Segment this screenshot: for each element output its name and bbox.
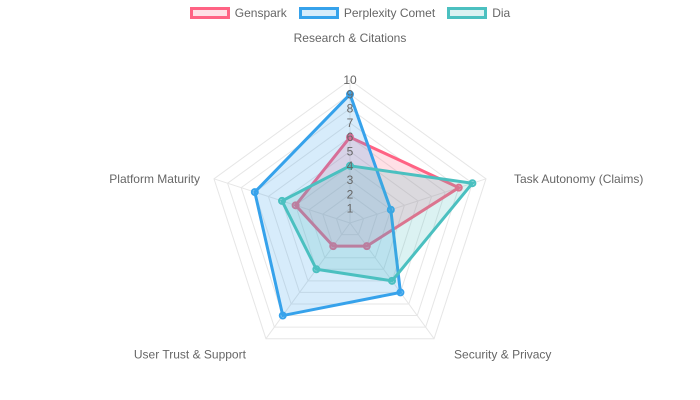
point-genspark-security-privacy[interactable] [362,242,371,251]
legend-item-perplexity-comet[interactable]: Perplexity Comet [298,6,436,20]
tick-label-7: 7 [347,116,354,130]
point-perplexity-comet-task-autonomy-claims[interactable] [386,205,395,214]
legend-swatch-genspark [189,7,230,19]
point-genspark-user-trust-support[interactable] [329,242,338,251]
tick-label-3: 3 [347,173,354,187]
legend-label-dia: Dia [492,6,511,20]
series-area-perplexity-comet [253,91,403,318]
grid-ring-3 [308,179,392,259]
axis-label-security-privacy: Security & Privacy [454,348,551,362]
point-perplexity-comet-platform-maturity[interactable] [250,188,259,197]
point-dia-user-trust-support[interactable] [312,265,321,274]
tick-label-2: 2 [347,187,354,201]
tick-label-6: 6 [347,130,354,144]
grid-spoke-2 [349,178,487,224]
grid-ring-8 [240,107,460,317]
series-perplexity-comet [250,90,405,320]
point-dia-task-autonomy-claims[interactable] [468,179,477,188]
point-dia-security-privacy[interactable] [388,276,397,285]
legend-swatch-dia [447,7,488,19]
tick-label-1: 1 [347,202,354,216]
grid-ring-7 [254,122,446,305]
axis-label-task-autonomy-claims: Task Autonomy (Claims) [514,172,643,186]
axis-label-user-trust-support: User Trust & Support [134,348,247,362]
radar-grid [213,79,487,340]
tick-label-10: 10 [343,73,357,87]
axis-label-platform-maturity: Platform Maturity [109,172,200,186]
grid-ring-9 [227,93,473,328]
tick-label-5: 5 [347,145,354,159]
legend-label-perplexity-comet: Perplexity Comet [343,6,436,20]
point-perplexity-comet-security-privacy[interactable] [396,288,405,297]
series-dia [277,161,477,285]
point-dia-platform-maturity[interactable] [277,196,286,205]
point-genspark-platform-maturity[interactable] [291,201,300,210]
axis-label-research-citations: Research & Citations [294,31,407,45]
point-dia-research-citations[interactable] [346,161,354,170]
radar-axis-labels: Research & Citations Task Autonomy (Claim… [109,31,643,362]
legend-label-genspark: Genspark [234,6,287,20]
tick-label-4: 4 [347,159,354,173]
point-perplexity-comet-user-trust-support[interactable] [278,311,287,320]
point-genspark-research-citations[interactable] [346,133,354,142]
legend-item-genspark[interactable]: Genspark [189,6,287,20]
point-perplexity-comet-research-citations[interactable] [346,90,354,99]
chart-legend: Genspark Perplexity Comet Dia [0,6,700,20]
tick-label-9: 9 [347,87,354,101]
legend-item-dia[interactable]: Dia [447,6,510,20]
legend-swatch-perplexity-comet [298,7,339,19]
point-genspark-task-autonomy-claims[interactable] [454,183,463,192]
series-area-dia [279,164,476,283]
grid-ring-1 [335,208,365,236]
grid-ring-5 [281,150,419,282]
radar-series [250,90,477,320]
grid-ring-4 [295,165,405,270]
grid-ring-10 [213,79,487,340]
grid-ring-6 [267,136,433,293]
grid-spoke-4 [265,222,351,339]
tick-label-8: 8 [347,102,354,116]
